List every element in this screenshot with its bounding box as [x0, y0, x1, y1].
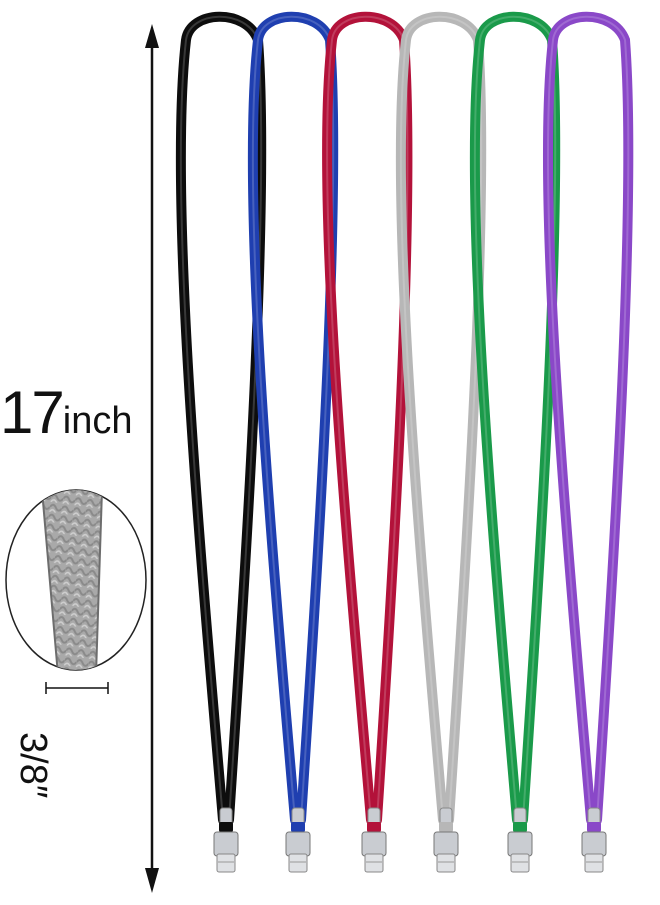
- width-label: 3/8″: [12, 732, 54, 799]
- bulldog-clip-green: [507, 807, 533, 873]
- bulldog-clip-purple: [581, 807, 607, 873]
- length-unit: inch: [62, 400, 133, 442]
- bulldog-clip-blue: [285, 807, 311, 873]
- lanyard-green: [469, 11, 561, 873]
- bulldog-clip-gray: [433, 807, 459, 873]
- lanyard-gray: [395, 11, 487, 873]
- width-dimension-mark: [45, 682, 109, 694]
- lanyard-black: [175, 11, 267, 873]
- lanyard-purple: [542, 11, 634, 873]
- bulldog-clip-red: [361, 807, 387, 873]
- bulldog-clip-black: [213, 807, 239, 873]
- lanyard-blue: [247, 11, 339, 873]
- length-dimension-arrow: [145, 24, 159, 893]
- lanyard-strap-green: [469, 11, 561, 825]
- lanyard-strap-black: [175, 11, 267, 825]
- fabric-swatch-closeup: [5, 489, 147, 671]
- lanyard-strap-red: [322, 11, 413, 825]
- length-label: 17inch: [0, 383, 132, 443]
- lanyard-strap-gray: [395, 11, 487, 825]
- length-value: 17: [0, 379, 65, 446]
- lanyard-strap-purple: [542, 11, 634, 825]
- lanyard-strap-blue: [247, 11, 339, 825]
- lanyard-red: [322, 11, 413, 873]
- lanyard-group: [175, 11, 634, 873]
